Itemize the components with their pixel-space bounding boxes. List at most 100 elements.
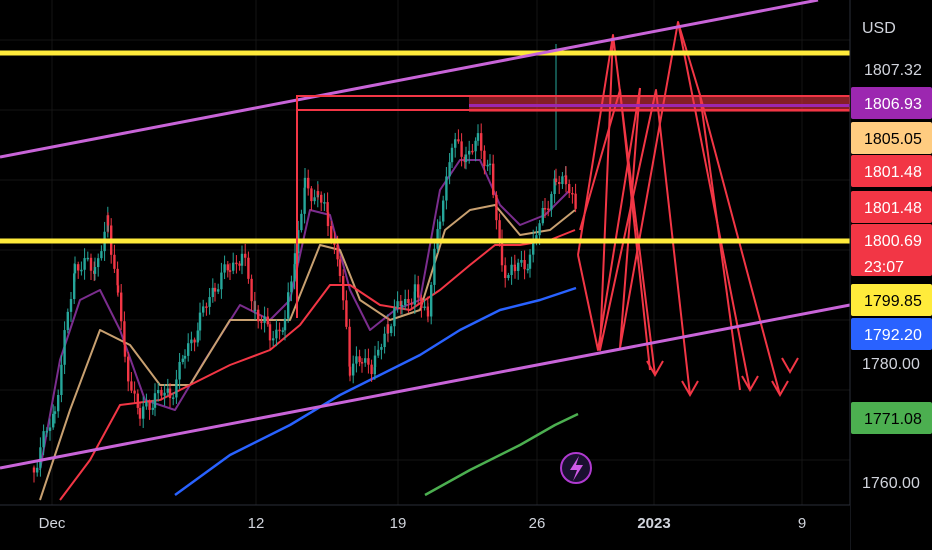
candle-body bbox=[303, 187, 306, 214]
candle-body bbox=[73, 264, 77, 274]
candle-body bbox=[66, 311, 69, 331]
candle-body bbox=[433, 248, 436, 285]
candle bbox=[420, 294, 423, 318]
candle bbox=[541, 200, 544, 226]
flash-icon[interactable] bbox=[560, 452, 592, 484]
candle bbox=[133, 381, 136, 404]
candle bbox=[138, 401, 142, 426]
candle-body bbox=[338, 259, 342, 276]
candle-body bbox=[445, 176, 448, 201]
candle-body bbox=[138, 407, 142, 419]
candle-body bbox=[113, 254, 116, 269]
candle-body bbox=[220, 272, 223, 290]
candle bbox=[507, 272, 510, 281]
candle bbox=[373, 345, 377, 377]
candle bbox=[377, 341, 380, 358]
candle-body bbox=[83, 258, 86, 270]
candle-body bbox=[500, 239, 504, 266]
candle-body bbox=[517, 262, 520, 271]
candle-body bbox=[198, 312, 202, 331]
candle bbox=[53, 406, 57, 424]
projection-path bbox=[677, 21, 781, 396]
price-tag-bg bbox=[851, 155, 932, 187]
candle bbox=[390, 323, 393, 337]
candle-body bbox=[106, 215, 110, 226]
candle bbox=[290, 275, 293, 302]
candle-body bbox=[116, 268, 119, 286]
candle-body bbox=[380, 347, 383, 350]
candle-body bbox=[160, 390, 163, 396]
candle-body bbox=[89, 257, 93, 271]
candle bbox=[257, 305, 260, 329]
candle-body bbox=[42, 431, 45, 448]
candle-body bbox=[247, 257, 250, 279]
candle-body bbox=[97, 258, 100, 268]
candle bbox=[163, 383, 166, 406]
candle-body bbox=[168, 388, 172, 399]
candle-body bbox=[172, 397, 175, 399]
candle bbox=[360, 358, 364, 373]
candle bbox=[213, 282, 217, 302]
candle bbox=[480, 123, 483, 160]
candle-body bbox=[53, 411, 57, 414]
candle bbox=[438, 215, 442, 240]
price-tag: 1801.48 bbox=[851, 155, 932, 187]
candle-body bbox=[290, 281, 293, 293]
candle bbox=[513, 260, 517, 279]
candle bbox=[352, 355, 355, 384]
candle bbox=[558, 175, 561, 194]
candle-body bbox=[495, 194, 498, 221]
candle bbox=[323, 193, 326, 211]
price-tag-bg bbox=[851, 122, 932, 154]
candle-body bbox=[393, 307, 396, 327]
candle bbox=[464, 146, 468, 170]
candle-body bbox=[541, 208, 544, 224]
candle bbox=[550, 191, 553, 217]
candle-body bbox=[426, 310, 430, 317]
price-tick-label: 1780.00 bbox=[862, 356, 920, 373]
candle-body bbox=[507, 275, 510, 279]
candle bbox=[266, 307, 269, 327]
candle bbox=[148, 399, 151, 420]
candle-body bbox=[571, 192, 574, 195]
candle bbox=[423, 299, 426, 311]
candle-body bbox=[187, 343, 190, 356]
candle bbox=[474, 137, 477, 162]
candle bbox=[504, 257, 507, 288]
candle-body bbox=[208, 297, 211, 307]
candle bbox=[510, 256, 513, 285]
time-axis[interactable]: Dec 12 19 26 2023 9 bbox=[0, 504, 850, 550]
candle-body bbox=[543, 208, 547, 210]
candle-body bbox=[226, 264, 229, 271]
time-tick-label: 2023 bbox=[637, 515, 670, 532]
candle-body bbox=[178, 361, 181, 380]
candle-body bbox=[275, 329, 278, 339]
candle-body bbox=[250, 278, 253, 302]
candle-body bbox=[196, 330, 199, 343]
candle-body bbox=[423, 306, 426, 309]
candle bbox=[153, 383, 157, 417]
candle-body bbox=[438, 221, 442, 230]
price-tag-value: 1799.85 bbox=[864, 293, 922, 310]
candle bbox=[448, 153, 451, 185]
candle bbox=[320, 191, 323, 212]
candle bbox=[260, 315, 263, 330]
candle-body bbox=[442, 200, 445, 222]
candle-body bbox=[320, 194, 323, 203]
candle bbox=[460, 133, 463, 167]
candle-body bbox=[213, 287, 217, 292]
candle bbox=[554, 168, 558, 186]
projection-arrowhead bbox=[741, 375, 759, 393]
projection-arrowhead bbox=[781, 357, 799, 375]
candle-body bbox=[468, 150, 471, 155]
candle-body bbox=[232, 262, 235, 271]
candle-body bbox=[404, 298, 407, 306]
candle-body bbox=[52, 413, 55, 428]
candle-body bbox=[370, 364, 373, 375]
projection-arrowhead bbox=[681, 380, 699, 398]
candle bbox=[166, 378, 169, 397]
candle bbox=[151, 400, 154, 415]
candle bbox=[42, 424, 45, 456]
price-axis[interactable]: USD 1807.32 1806.93 1805.05 1801.48 1801.48 18… bbox=[849, 0, 932, 550]
